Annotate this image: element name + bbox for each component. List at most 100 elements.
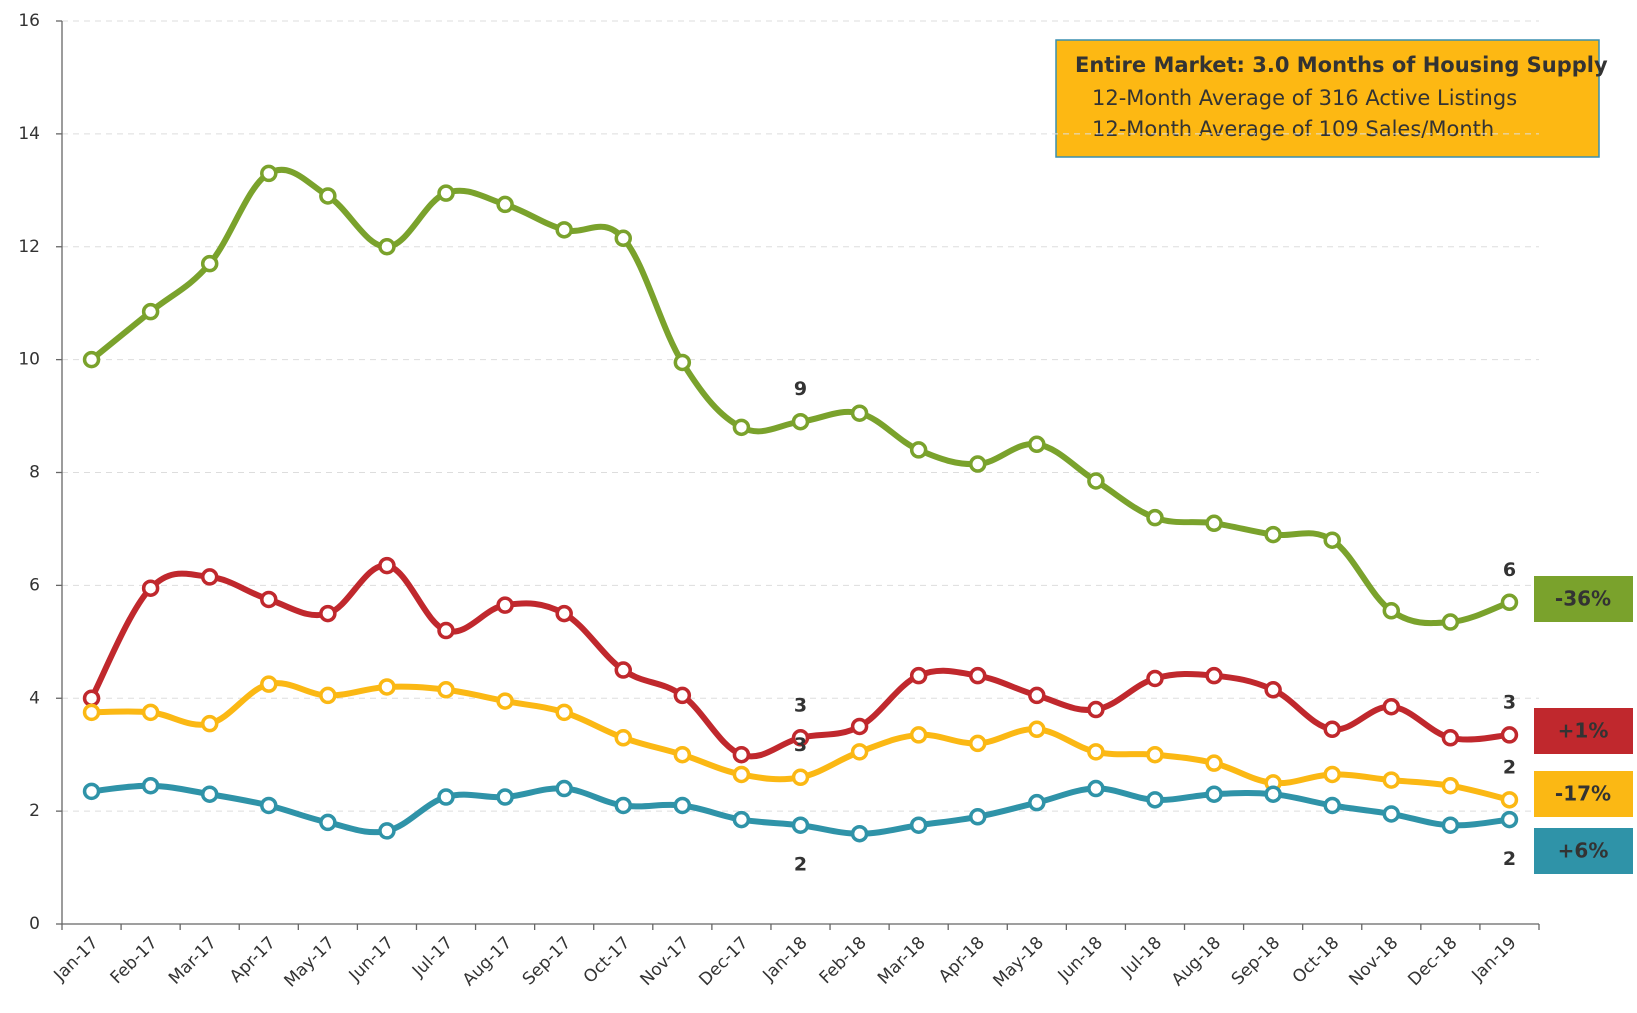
x-tick-label: Aug-17 — [459, 933, 516, 990]
point — [555, 604, 573, 623]
point — [437, 788, 455, 806]
point — [378, 556, 396, 575]
change-box — [1534, 771, 1633, 817]
point — [1205, 514, 1223, 533]
point — [1146, 791, 1164, 809]
point — [791, 816, 810, 834]
point — [968, 666, 987, 685]
value-label: 2 — [794, 854, 807, 876]
point — [909, 726, 928, 744]
y-tick-label: 2 — [29, 801, 40, 821]
x-tick-label: Jun-17 — [345, 933, 398, 986]
point — [1028, 435, 1046, 454]
point — [1441, 729, 1460, 747]
change-box — [1534, 576, 1633, 622]
y-tick-label: 14 — [18, 124, 40, 144]
point — [850, 743, 869, 761]
point — [555, 779, 573, 798]
point — [1264, 681, 1282, 699]
change-box — [1534, 708, 1633, 754]
point — [614, 796, 633, 815]
x-tick-label: Nov-18 — [1345, 933, 1402, 990]
point — [1500, 810, 1519, 829]
x-tick-label: Jan-19 — [1468, 933, 1521, 986]
point — [968, 808, 987, 826]
point — [673, 745, 692, 764]
info-line: 12-Month Average of 109 Sales/Month — [1092, 117, 1494, 141]
point — [1382, 771, 1401, 789]
point — [319, 604, 337, 623]
x-tick-label: Sep-18 — [1228, 933, 1284, 989]
point — [1205, 785, 1223, 803]
value-label: 6 — [1503, 559, 1516, 581]
point — [82, 350, 101, 369]
point — [1264, 785, 1282, 803]
x-tick-label: Mar-18 — [874, 933, 930, 989]
x-tick-label: Dec-18 — [1404, 933, 1461, 990]
x-tick-label: Apr-18 — [935, 933, 989, 987]
point — [1500, 593, 1519, 612]
point — [82, 782, 101, 801]
point — [496, 788, 514, 806]
point — [968, 455, 987, 473]
x-tick-label: Mar-17 — [165, 933, 221, 989]
y-tick-label: 4 — [29, 688, 40, 708]
point — [732, 418, 751, 437]
point — [319, 686, 337, 705]
point — [260, 590, 278, 609]
point — [1028, 793, 1046, 812]
point — [200, 785, 219, 803]
point — [791, 729, 810, 747]
point — [673, 686, 692, 705]
x-tick-label: Oct-18 — [1289, 933, 1344, 988]
x-tick-label: Aug-18 — [1168, 933, 1225, 990]
point — [496, 195, 514, 214]
x-tick-label: Jan-17 — [50, 933, 103, 986]
point — [1264, 525, 1282, 544]
point — [1087, 700, 1105, 719]
point — [141, 579, 160, 597]
value-label: 2 — [1503, 848, 1516, 870]
x-tick-label: Feb-18 — [816, 933, 871, 988]
point — [1146, 745, 1164, 764]
x-tick-label: Jun-18 — [1054, 933, 1107, 986]
value-label: 9 — [794, 378, 807, 400]
info-title: Entire Market: 3.0 Months of Housing Sup… — [1075, 53, 1608, 77]
point — [1382, 697, 1401, 716]
point — [1382, 805, 1401, 823]
y-tick-label: 10 — [18, 350, 40, 370]
point — [850, 404, 869, 422]
x-tick-label: Sep-17 — [519, 933, 575, 989]
point — [260, 164, 278, 183]
x-tick-label: Nov-17 — [636, 933, 693, 990]
point — [141, 703, 160, 722]
y-tick-label: 16 — [18, 11, 40, 31]
point — [141, 776, 160, 795]
point — [1087, 472, 1105, 490]
point — [732, 765, 751, 784]
point — [200, 714, 219, 733]
series-line — [88, 562, 1510, 760]
change-box — [1534, 828, 1633, 874]
point — [732, 810, 751, 829]
point — [555, 703, 573, 722]
point — [909, 666, 928, 685]
point — [1441, 816, 1460, 834]
y-tick-label: 0 — [29, 914, 40, 934]
point — [437, 184, 455, 202]
point — [850, 717, 869, 736]
point — [673, 796, 692, 815]
point — [82, 703, 101, 722]
point — [1441, 776, 1460, 795]
point — [378, 238, 396, 256]
change-label: +1% — [1558, 719, 1609, 743]
x-tick-label: Jul-17 — [408, 933, 457, 982]
point — [791, 412, 810, 431]
point — [1205, 754, 1223, 772]
x-tick-label: Jan-18 — [759, 933, 812, 986]
point — [437, 621, 455, 640]
point — [850, 824, 869, 843]
x-tick-label: Feb-17 — [107, 933, 162, 988]
value-label: 3 — [1503, 691, 1516, 713]
